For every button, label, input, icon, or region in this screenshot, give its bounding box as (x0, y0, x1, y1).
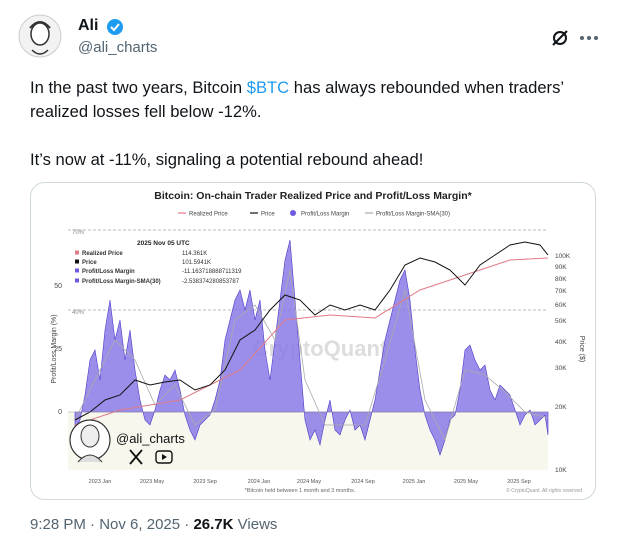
sma-line (74, 269, 549, 442)
y2-tick-label: 30K (555, 365, 567, 372)
date[interactable]: Nov 6, 2025 (99, 516, 181, 533)
legend-swatch (290, 210, 296, 216)
tooltip-label: Price (82, 260, 97, 266)
more-icon[interactable] (578, 28, 600, 48)
tooltip-marker (75, 250, 79, 255)
y-tick-label: 25 (54, 346, 62, 353)
chart-title: Bitcoin: On-chain Trader Realized Price … (154, 190, 472, 202)
tweet-text: In the past two years, Bitcoin $BTC has … (30, 76, 600, 196)
tooltip-value: 114.361K (182, 251, 207, 257)
tooltip-marker (75, 268, 79, 273)
text: In the past two years, Bitcoin (30, 78, 247, 97)
x-tick-label: 2025 Jan (403, 479, 426, 485)
overlay-avatar (69, 419, 111, 463)
separator: · (90, 516, 96, 533)
legend-label: Profit/Loss Margin (301, 212, 349, 218)
tooltip-label: Realized Price (82, 251, 123, 257)
time[interactable]: 9:28 PM (30, 516, 86, 533)
tooltip-marker (75, 278, 79, 283)
y2-tick-label: 90K (555, 264, 567, 271)
copyright: © CryptoQuant. All rights reserved (506, 487, 582, 494)
separator: · (184, 516, 190, 533)
band-label: 70% (72, 230, 85, 236)
x-tick-label: 2023 Jan (89, 479, 112, 485)
tooltip-value: 101.5941K (182, 260, 211, 266)
cashtag-link[interactable]: $BTC (246, 78, 290, 97)
x-tick-label: 2024 Sep (351, 479, 375, 485)
chart-image[interactable]: Bitcoin: On-chain Trader Realized Price … (30, 182, 596, 500)
x-logo (129, 449, 143, 465)
text: has always rebounded when traders’ reali… (30, 78, 564, 121)
x-tick-label: 2025 Sep (507, 479, 531, 485)
legend-label: Price (261, 212, 275, 218)
author-handle[interactable]: @ali_charts (78, 39, 158, 56)
tooltip-value: -2.538374280853787 (182, 279, 240, 285)
x-tick-label: 2023 Sep (193, 479, 217, 485)
author-name[interactable]: Ali (78, 17, 99, 34)
tooltip-value: -11.163718888711319 (182, 269, 242, 275)
text: It’s now at -11%, signaling a potential … (30, 150, 424, 169)
y-axis-title: Profit/Loss Margin (%) (51, 314, 58, 383)
y2-tick-label: 60K (555, 302, 567, 309)
y2-tick-label: 80K (555, 276, 567, 283)
footnote: *Bitcoin held between 1 month and 3 mont… (245, 488, 356, 494)
youtube-play (162, 454, 167, 460)
grok-icon[interactable] (550, 28, 570, 48)
y-tick-label: 0 (58, 409, 62, 416)
legend-label: Profit/Loss Margin-SMA(30) (376, 212, 450, 218)
realized-price-line (74, 257, 549, 426)
y2-tick-label: 10K (555, 467, 567, 474)
youtube-logo (155, 450, 173, 464)
y2-tick-label: 40K (555, 339, 567, 346)
verified-badge (107, 19, 123, 35)
views-label: Views (237, 516, 278, 533)
legend-label: Realized Price (189, 212, 228, 218)
x-tick-label: 2024 Jan (248, 479, 271, 485)
band-label: 40% (72, 310, 85, 316)
avatar[interactable] (18, 14, 66, 62)
tooltip-date: 2025 Nov 05 UTC (137, 240, 190, 247)
tooltip-marker (75, 259, 79, 264)
y2-tick-label: 50K (555, 318, 567, 325)
y2-axis-title: Price ($) (578, 336, 585, 362)
tooltip-label: Profit/Loss Margin (82, 269, 135, 275)
y2-tick-label: 20K (555, 404, 567, 411)
views-count: 26.7K (193, 516, 234, 533)
y2-tick-label: 100K (555, 253, 571, 260)
y-tick-label: 50 (54, 283, 62, 290)
x-tick-label: 2023 May (140, 479, 164, 485)
y2-tick-label: 70K (555, 288, 567, 295)
x-tick-label: 2025 May (454, 479, 478, 485)
x-tick-label: 2024 May (297, 479, 321, 485)
tweet-footer: 9:28 PM · Nov 6, 2025 · 26.7K Views (30, 516, 277, 533)
overlay-handle: @ali_charts (116, 431, 185, 446)
tooltip-label: Profit/Loss Margin-SMA(30) (82, 279, 161, 285)
price-line (74, 241, 549, 421)
